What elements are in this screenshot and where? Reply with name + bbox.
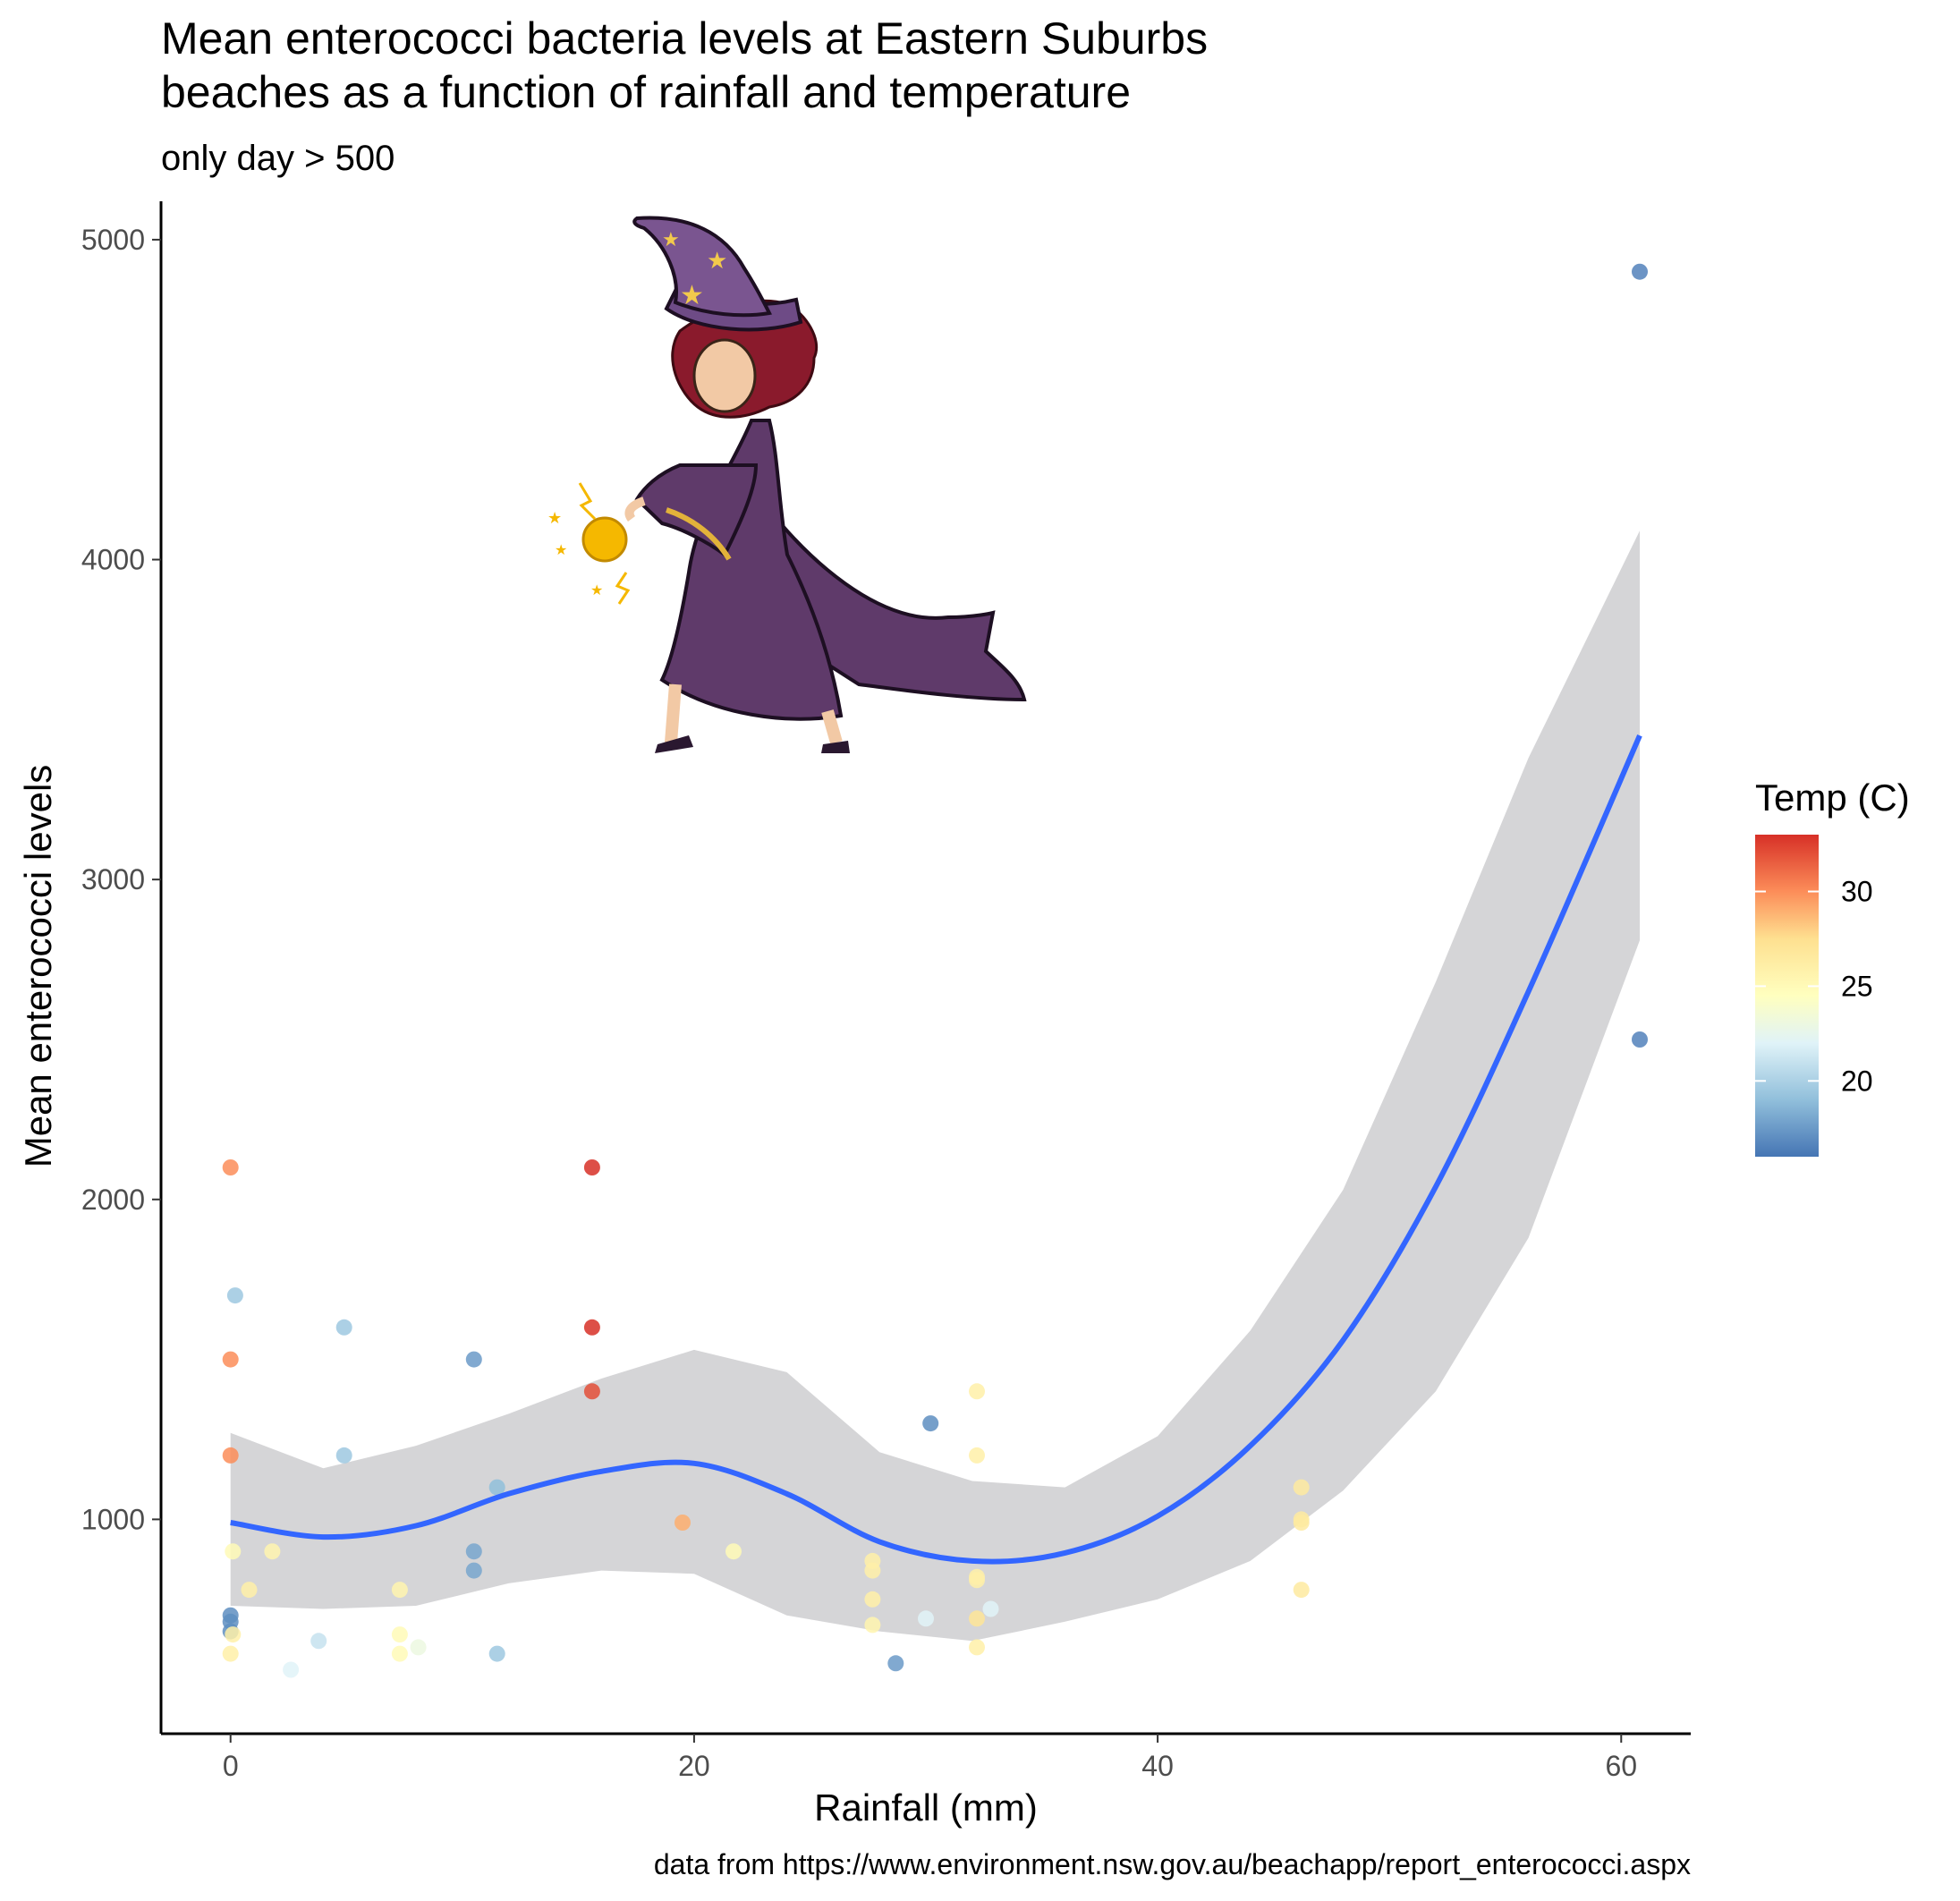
- plot-area: [222, 263, 1648, 1678]
- data-point: [283, 1661, 300, 1678]
- confidence-ribbon: [230, 530, 1641, 1642]
- data-point: [675, 1515, 691, 1531]
- legend-tick-label: 25: [1841, 970, 1873, 1002]
- smooth-line: [230, 734, 1642, 1565]
- y-tick-label: 4000: [81, 544, 145, 576]
- hat-cone: [632, 216, 773, 318]
- data-point: [225, 1626, 242, 1643]
- data-point: [922, 1415, 939, 1432]
- data-point: [264, 1543, 281, 1560]
- data-point: [969, 1610, 985, 1627]
- y-tick-label: 3000: [81, 863, 145, 895]
- y-axis-ticks: 1000 2000 3000 4000 5000: [81, 224, 161, 1535]
- legend-colorbar: [1755, 835, 1819, 1157]
- data-point: [1293, 1515, 1310, 1531]
- lightning-2: [615, 572, 631, 605]
- legend-tick-label: 30: [1841, 876, 1873, 908]
- robe-train: [768, 508, 1027, 702]
- data-point: [488, 1645, 505, 1662]
- y-tick-label: 1000: [81, 1503, 145, 1535]
- data-point: [225, 1543, 242, 1560]
- data-point: [391, 1582, 408, 1599]
- chart-title-line-1: Mean enterococci bacteria levels at East…: [161, 13, 1208, 64]
- x-tick-label: 0: [223, 1750, 239, 1782]
- color-legend: Temp (C) 20 25 30: [1755, 777, 1910, 1157]
- data-point: [583, 1383, 600, 1400]
- data-point: [335, 1319, 352, 1336]
- face: [692, 338, 757, 413]
- x-tick-label: 60: [1605, 1750, 1637, 1782]
- data-point: [222, 1351, 239, 1368]
- data-point: [969, 1572, 985, 1589]
- y-tick-label: 2000: [81, 1184, 145, 1216]
- hat-star-2: ★: [707, 247, 727, 274]
- chart-title-line-2: beaches as a function of rainfall and te…: [161, 67, 1131, 117]
- chart-subtitle: only day > 500: [161, 139, 395, 178]
- data-point: [969, 1447, 985, 1464]
- data-point: [583, 1159, 600, 1175]
- data-point: [241, 1582, 258, 1599]
- data-point: [864, 1617, 881, 1634]
- y-axis-title: Mean enterococci levels: [17, 765, 59, 1168]
- data-point: [222, 1447, 239, 1464]
- data-point: [887, 1655, 904, 1672]
- leg-right: [821, 709, 843, 744]
- data-point: [465, 1543, 482, 1560]
- data-point: [725, 1543, 742, 1560]
- data-point: [583, 1319, 600, 1336]
- x-tick-label: 20: [678, 1750, 710, 1782]
- robe-sleeve: [634, 463, 759, 558]
- sleeve-trim: [666, 507, 732, 561]
- arm: [624, 496, 646, 522]
- data-point: [222, 1159, 239, 1175]
- shoe-right: [821, 741, 850, 753]
- data-point: [969, 1383, 985, 1400]
- data-point: [465, 1351, 482, 1368]
- x-axis-ticks: 0 20 40 60: [223, 1734, 1637, 1782]
- lightning-1: [578, 482, 597, 521]
- data-point: [410, 1639, 427, 1656]
- legend-title: Temp (C): [1755, 777, 1910, 819]
- sparkle-2: ★: [555, 543, 567, 558]
- robe: [659, 419, 844, 721]
- x-axis-title: Rainfall (mm): [814, 1786, 1038, 1829]
- sparkle-3: ★: [590, 583, 603, 598]
- chart-caption: data from https://www.environment.nsw.go…: [654, 1848, 1691, 1880]
- data-point: [982, 1600, 999, 1617]
- data-point: [1632, 263, 1648, 280]
- data-point: [222, 1645, 239, 1662]
- hat-star-1: ★: [680, 281, 704, 310]
- data-point: [969, 1639, 985, 1656]
- data-point: [864, 1591, 881, 1608]
- data-point: [465, 1562, 482, 1579]
- data-point: [226, 1287, 243, 1304]
- legend-tick-label: 20: [1841, 1065, 1873, 1097]
- data-point: [1293, 1479, 1310, 1496]
- leg-left: [665, 683, 682, 743]
- y-tick-label: 5000: [81, 224, 145, 256]
- wizard-illustration: ★ ★ ★ ★ ★ ★: [547, 216, 1027, 753]
- data-point: [335, 1447, 352, 1464]
- legend-ticks: 20 25 30: [1755, 876, 1873, 1097]
- data-point: [391, 1626, 408, 1643]
- data-point: [310, 1633, 327, 1650]
- data-point: [391, 1645, 408, 1662]
- x-tick-label: 40: [1141, 1750, 1174, 1782]
- data-point: [1293, 1582, 1310, 1599]
- sparkle-1: ★: [547, 509, 562, 527]
- shoe-left: [655, 735, 693, 753]
- data-point: [488, 1479, 505, 1496]
- magic-orb: [581, 516, 628, 563]
- data-point: [864, 1562, 881, 1579]
- hat-star-3: ★: [662, 228, 680, 250]
- data-point: [1632, 1031, 1648, 1048]
- data-point: [918, 1610, 934, 1627]
